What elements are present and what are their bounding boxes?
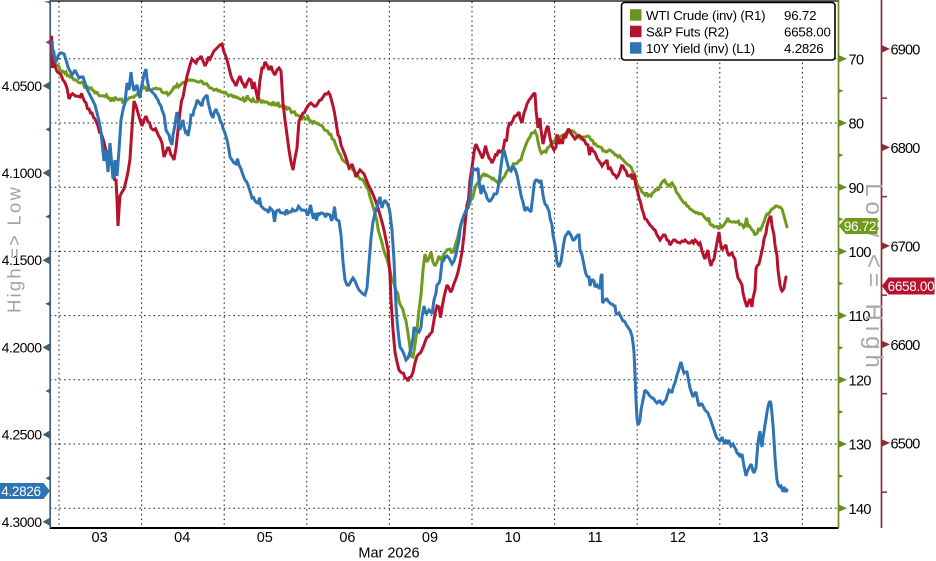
svg-text:4.1500: 4.1500 bbox=[2, 252, 43, 268]
svg-text:05: 05 bbox=[257, 530, 273, 546]
svg-text:96.72: 96.72 bbox=[784, 8, 816, 23]
svg-text:4.2826: 4.2826 bbox=[1, 484, 41, 499]
svg-text:130: 130 bbox=[849, 438, 872, 454]
svg-text:06: 06 bbox=[339, 530, 355, 546]
svg-text:96.72: 96.72 bbox=[844, 219, 876, 234]
svg-text:6600: 6600 bbox=[891, 338, 921, 354]
svg-text:High => Low: High => Low bbox=[4, 185, 25, 313]
svg-text:4.1000: 4.1000 bbox=[2, 165, 43, 181]
svg-text:4.0500: 4.0500 bbox=[2, 78, 43, 94]
svg-text:13: 13 bbox=[752, 530, 768, 546]
svg-text:70: 70 bbox=[849, 52, 864, 68]
svg-text:WTI Crude (inv) (R1): WTI Crude (inv) (R1) bbox=[646, 8, 765, 23]
svg-text:4.2826: 4.2826 bbox=[784, 41, 823, 56]
svg-text:Mar 2026: Mar 2026 bbox=[358, 546, 419, 561]
svg-text:10Y Yield (inv) (L1): 10Y Yield (inv) (L1) bbox=[646, 41, 755, 56]
svg-text:04: 04 bbox=[174, 530, 190, 546]
svg-text:11: 11 bbox=[588, 530, 603, 546]
svg-text:S&P Futs (R2): S&P Futs (R2) bbox=[646, 24, 729, 39]
svg-text:100: 100 bbox=[849, 245, 872, 261]
svg-text:6658.00: 6658.00 bbox=[888, 279, 935, 294]
svg-text:09: 09 bbox=[422, 530, 438, 546]
svg-text:140: 140 bbox=[849, 502, 872, 518]
svg-text:12: 12 bbox=[670, 530, 686, 546]
svg-text:80: 80 bbox=[849, 117, 864, 133]
svg-text:6700: 6700 bbox=[891, 240, 921, 256]
svg-text:4.2500: 4.2500 bbox=[2, 427, 43, 443]
svg-text:6500: 6500 bbox=[891, 437, 921, 453]
svg-text:110: 110 bbox=[849, 309, 871, 325]
svg-text:6658.00: 6658.00 bbox=[784, 24, 831, 39]
svg-text:10: 10 bbox=[505, 530, 521, 546]
svg-text:120: 120 bbox=[849, 373, 872, 389]
svg-text:Low <= High: Low <= High bbox=[860, 183, 887, 373]
svg-text:6900: 6900 bbox=[891, 43, 921, 59]
svg-text:03: 03 bbox=[92, 530, 108, 546]
svg-text:6800: 6800 bbox=[891, 141, 921, 157]
svg-text:90: 90 bbox=[849, 181, 864, 197]
svg-text:4.2000: 4.2000 bbox=[2, 339, 43, 355]
svg-text:4.3000: 4.3000 bbox=[2, 514, 43, 530]
